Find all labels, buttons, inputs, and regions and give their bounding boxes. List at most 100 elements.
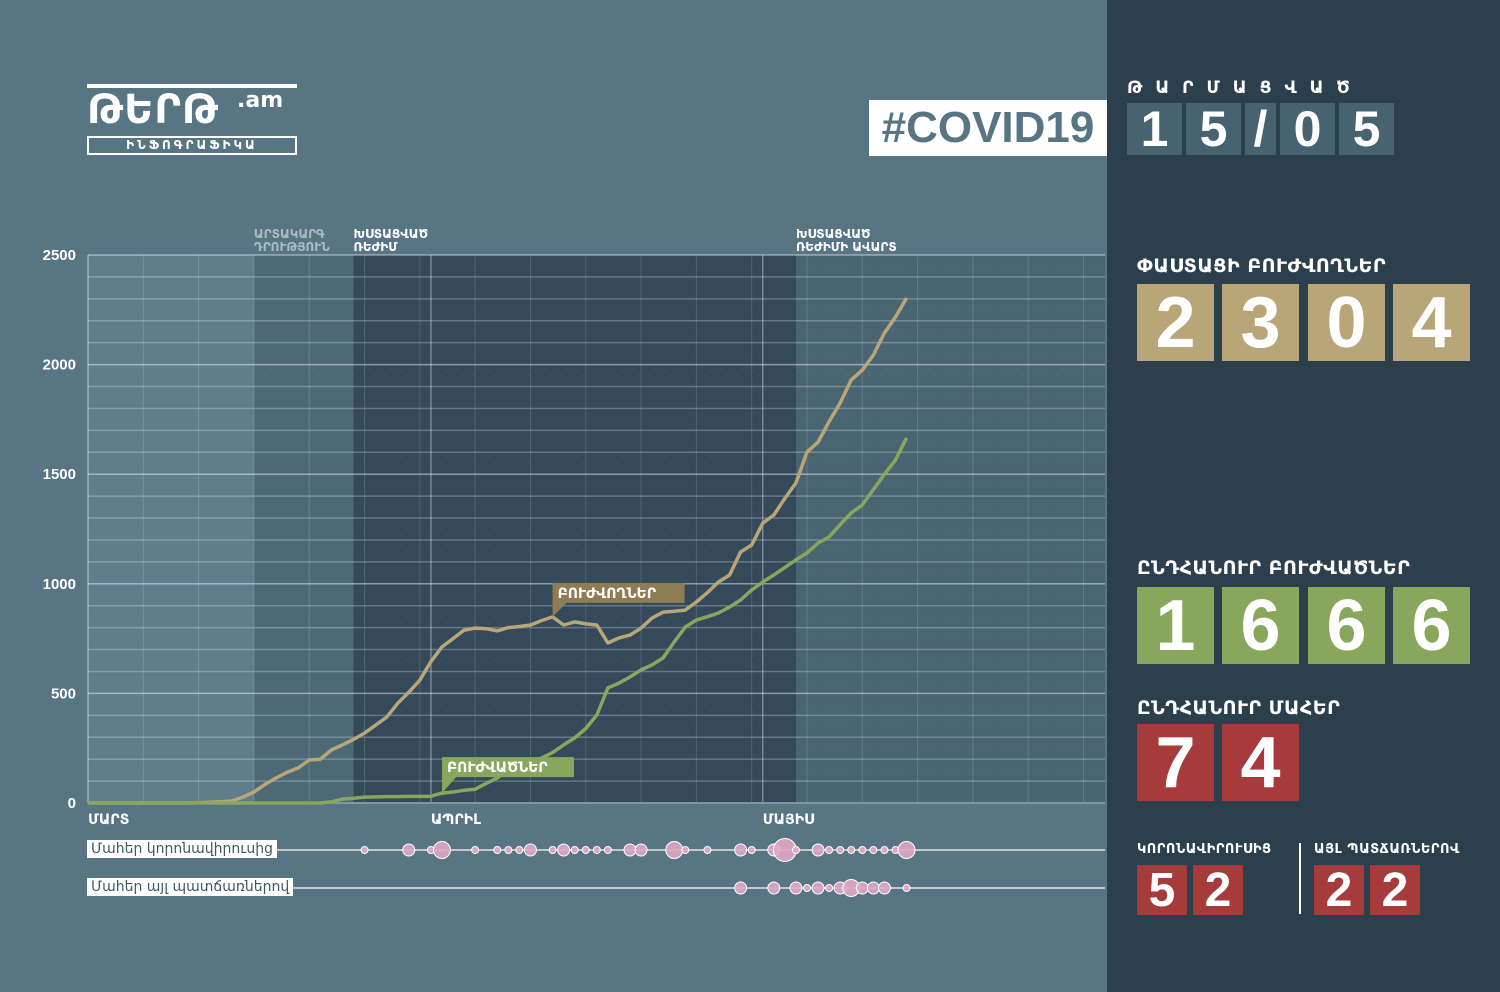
recovered-digit: 1 [1137, 586, 1214, 666]
y-tick-label: 2500 [43, 247, 76, 264]
period-label: ԽՍՏԱՑՎԱԾ [353, 227, 428, 241]
death-bubble [902, 884, 911, 892]
period-strict-end [795, 255, 1105, 803]
date-char: / [1245, 101, 1276, 157]
series-label: ԲՈՒԺՎԱԾՆԵՐ [447, 760, 548, 776]
death-bubble [493, 846, 502, 854]
death-bubble [402, 843, 416, 857]
death-bubble [836, 846, 845, 854]
series-label-pointer [552, 600, 569, 617]
death-bubble [634, 843, 648, 857]
covid-deaths-digit: 5 [1137, 864, 1187, 917]
death-bubble [811, 843, 825, 857]
active-digit: 3 [1222, 283, 1299, 363]
death-bubble [825, 884, 834, 892]
plot-background [88, 255, 254, 803]
x-tick-label: ՄԱՅԻՍ [763, 812, 815, 828]
hashtag: #COVID19 [881, 103, 1095, 152]
stats-panel: ԹԱՐՄԱՑՎԱԾ 1 5 / 0 5 ՓԱՍՏԱՑԻ ԲՈՒԺՎՈՂՆԵՐ 2… [1107, 0, 1500, 992]
active-label: ՓԱՍՏԱՑԻ ԲՈՒԺՎՈՂՆԵՐ [1137, 255, 1386, 277]
covid-deaths-legend: Մահեր կորոնավիրուսից [87, 840, 277, 858]
death-bubble [858, 846, 867, 854]
death-bubble [360, 846, 369, 854]
other-deaths-digit: 2 [1370, 864, 1420, 917]
logo: ԹԵՐԹ .am ԻՆՖՈԳՐԱՖԻԿԱ [87, 84, 297, 156]
death-bubble [791, 846, 800, 854]
recovered-digit: 6 [1393, 586, 1470, 666]
hashtag-box: #COVID19 [869, 100, 1107, 156]
death-bubble [855, 881, 869, 895]
death-bubble [432, 841, 451, 859]
period-label: ԽՍՏԱՑՎԱԾ [796, 227, 871, 241]
date-char: 5 [1339, 101, 1394, 157]
recovered-digit: 6 [1308, 586, 1385, 666]
death-bubble [592, 846, 601, 854]
series-label-box [441, 757, 574, 778]
active-digit: 2 [1137, 283, 1214, 363]
logo-name: ԹԵՐԹ [87, 87, 220, 133]
death-bubble [767, 881, 781, 895]
covid-deaths-digit: 2 [1193, 864, 1243, 917]
death-bubble [734, 881, 748, 895]
logo-subtitle: ԻՆՖՈԳՐԱՖԻԿԱ [87, 136, 297, 155]
period-label: ԴՐՈՒԹՅՈՒՆ [254, 240, 330, 254]
death-bubble [523, 843, 537, 857]
updated-label: ԹԱՐՄԱՑՎԱԾ [1127, 78, 1363, 98]
logo-rule [87, 84, 297, 88]
y-tick-label: 500 [51, 685, 76, 702]
death-bubble [570, 846, 579, 854]
death-bubble [847, 846, 856, 854]
death-bubble [803, 884, 812, 892]
x-tick-label: ՄԱՐՏ [88, 812, 129, 828]
series-label-box [552, 582, 685, 603]
y-tick-label: 1000 [43, 576, 76, 593]
death-bubble [665, 841, 684, 859]
recovered-line [88, 437, 909, 805]
death-bubble [897, 841, 916, 859]
deaths-digit: 4 [1222, 723, 1299, 803]
deaths-digit: 7 [1137, 723, 1214, 803]
series-label: ԲՈՒԺՎՈՂՆԵՐ [558, 586, 657, 602]
death-bubble [623, 843, 637, 857]
period-strict [353, 255, 796, 803]
line-chart: ՄԱՐՏ ԱՊՐԻԼ ՄԱՅԻՍ 0 500 1000 1500 2000 2500 ԱՐՏԱԿԱ… [43, 227, 1105, 897]
active-digit: 0 [1308, 283, 1385, 363]
death-bubble [703, 846, 712, 854]
date-char: 1 [1127, 101, 1182, 157]
death-bubble [581, 846, 590, 854]
y-tick-label: 0 [68, 795, 76, 812]
series-label-pointer [441, 775, 458, 794]
death-bubble [548, 846, 557, 854]
death-bubble [557, 843, 571, 857]
divider [1299, 843, 1301, 914]
recovered-digit: 6 [1222, 586, 1299, 666]
period-label: ՌԵԺԻՄ [353, 240, 398, 254]
death-bubble [681, 846, 690, 854]
y-tick-label: 2000 [43, 357, 76, 374]
death-bubble [734, 843, 748, 857]
death-bubble [866, 881, 880, 895]
x-tick-label: ԱՊՐԻԼ [431, 812, 481, 828]
date-char: 0 [1280, 101, 1335, 157]
other-deaths-label: ԱՅԼ ՊԱՏՃԱՌՆԵՐՈՎ [1314, 842, 1460, 857]
logo-suffix: .am [237, 88, 284, 113]
period-label: ԱՐՏԱԿԱՐԳ [254, 227, 325, 241]
date-char: 5 [1186, 101, 1241, 157]
active-digit: 4 [1393, 283, 1470, 363]
death-bubble [747, 846, 756, 854]
death-bubble [880, 846, 889, 854]
death-bubble [603, 846, 612, 854]
death-bubble [515, 846, 524, 854]
death-bubble [471, 846, 480, 854]
y-tick-label: 1500 [43, 466, 76, 483]
death-bubble [789, 881, 803, 895]
period-emergency [253, 255, 354, 803]
period-label: ՌԵԺԻՄԻ ԱՎԱՐՏ [796, 240, 897, 254]
covid-deaths-label: ԿՈՐՈՆԱՎԻՐՈՒՍԻՑ [1137, 842, 1272, 857]
death-bubble [869, 846, 878, 854]
other-deaths-digit: 2 [1314, 864, 1364, 917]
deaths-label: ԸՆԴՀԱՆՈՒՐ ՄԱՀԵՐ [1137, 697, 1341, 719]
other-deaths-legend: Մահեր այլ պատճառներով [87, 878, 294, 896]
death-bubble [825, 846, 834, 854]
recovered-label: ԸՆԴՀԱՆՈՒՐ ԲՈՒԺՎԱԾՆԵՐ [1137, 557, 1411, 579]
